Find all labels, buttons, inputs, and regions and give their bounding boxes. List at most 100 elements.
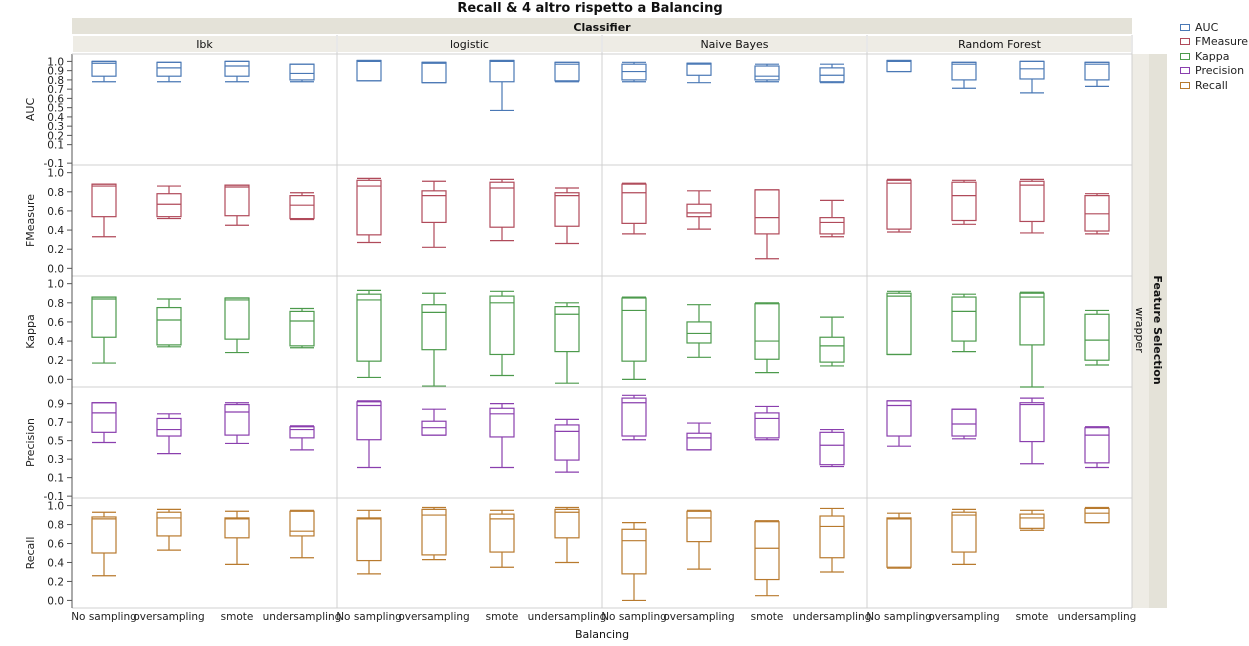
box-iqr bbox=[686, 510, 712, 543]
box-kappa-1-1 bbox=[421, 292, 447, 387]
box-iqr bbox=[91, 402, 117, 433]
box-iqr bbox=[489, 181, 515, 228]
box-precision-2-3 bbox=[819, 428, 845, 468]
legend-item-precision[interactable]: Precision bbox=[1180, 64, 1248, 79]
legend-item-recall[interactable]: Recall bbox=[1180, 78, 1248, 93]
box-kappa-2-0 bbox=[621, 296, 647, 380]
box-kappa-3-2 bbox=[1019, 291, 1045, 388]
box-kappa-0-1 bbox=[156, 298, 182, 348]
box-iqr bbox=[819, 217, 845, 235]
legend-label: AUC bbox=[1195, 20, 1219, 34]
classifier-header-bar bbox=[72, 18, 1132, 35]
box-iqr bbox=[886, 59, 912, 73]
box-iqr bbox=[754, 303, 780, 360]
box-auc-2-3 bbox=[819, 63, 845, 84]
box-precision-2-2 bbox=[754, 405, 780, 441]
legend: AUC FMeasure Kappa Precision Recall bbox=[1180, 20, 1248, 93]
y-axis-label: Recall bbox=[24, 537, 37, 570]
box-iqr bbox=[356, 59, 382, 82]
y-tick-label: 0.4 bbox=[47, 336, 64, 348]
y-tick-label: 0.4 bbox=[47, 112, 64, 124]
box-precision-3-0 bbox=[886, 400, 912, 447]
box-iqr bbox=[1019, 402, 1045, 443]
box-iqr bbox=[754, 189, 780, 235]
box-auc-0-2 bbox=[224, 60, 250, 83]
box-fmeasure-0-0 bbox=[91, 183, 117, 238]
y-tick-label: 0.1 bbox=[47, 140, 64, 152]
box-iqr bbox=[1084, 507, 1110, 524]
box-iqr bbox=[224, 60, 250, 77]
x-tick-label: undersampling bbox=[263, 611, 342, 623]
y-tick-label: 0.1 bbox=[47, 473, 64, 485]
y-axis-label: Precision bbox=[24, 418, 37, 467]
legend-label: Kappa bbox=[1195, 49, 1230, 63]
box-iqr bbox=[621, 397, 647, 437]
box-recall-1-2 bbox=[489, 509, 515, 568]
x-tick-label: smote bbox=[751, 611, 784, 623]
x-tick-label: No sampling bbox=[601, 611, 667, 623]
box-auc-0-1 bbox=[156, 61, 182, 83]
box-auc-3-0 bbox=[886, 59, 912, 73]
x-tick-label: oversampling bbox=[398, 611, 469, 623]
box-iqr bbox=[356, 401, 382, 441]
legend-item-auc[interactable]: AUC bbox=[1180, 20, 1248, 35]
box-iqr bbox=[554, 192, 580, 227]
box-fmeasure-1-2 bbox=[489, 178, 515, 242]
box-iqr bbox=[356, 179, 382, 236]
box-iqr bbox=[91, 516, 117, 554]
box-iqr bbox=[621, 183, 647, 224]
y-tick-label: 0.2 bbox=[47, 244, 64, 256]
box-recall-0-0 bbox=[91, 511, 117, 577]
box-precision-1-1 bbox=[421, 408, 447, 436]
box-auc-0-0 bbox=[91, 60, 117, 83]
box-iqr bbox=[224, 517, 250, 539]
box-iqr bbox=[421, 508, 447, 556]
legend-label: Precision bbox=[1195, 64, 1245, 78]
box-iqr bbox=[289, 63, 315, 81]
box-iqr bbox=[1084, 313, 1110, 361]
y-tick-label: 0.5 bbox=[47, 103, 64, 115]
box-iqr bbox=[1019, 292, 1045, 346]
box-recall-2-1 bbox=[686, 509, 712, 570]
box-iqr bbox=[554, 508, 580, 539]
legend-item-fmeasure[interactable]: FMeasure bbox=[1180, 35, 1248, 50]
box-iqr bbox=[621, 297, 647, 362]
y-tick-label: 0.0 bbox=[47, 374, 64, 386]
box-kappa-0-0 bbox=[91, 296, 117, 364]
legend-label: Recall bbox=[1195, 78, 1228, 92]
box-iqr bbox=[951, 181, 977, 222]
box-iqr bbox=[554, 424, 580, 461]
y-axis-label: AUC bbox=[24, 98, 37, 122]
box-kappa-1-0 bbox=[356, 289, 382, 379]
box-iqr bbox=[156, 511, 182, 537]
box-iqr bbox=[754, 65, 780, 81]
box-iqr bbox=[886, 179, 912, 230]
box-precision-0-2 bbox=[224, 402, 250, 445]
box-kappa-2-2 bbox=[754, 302, 780, 374]
box-kappa-0-3 bbox=[289, 307, 315, 349]
box-iqr bbox=[356, 517, 382, 562]
box-iqr bbox=[819, 431, 845, 466]
box-fmeasure-2-3 bbox=[819, 199, 845, 238]
box-iqr bbox=[421, 61, 447, 84]
legend-swatch bbox=[1180, 23, 1190, 31]
box-recall-3-1 bbox=[951, 508, 977, 565]
box-iqr bbox=[819, 336, 845, 363]
legend-item-kappa[interactable]: Kappa bbox=[1180, 49, 1248, 64]
x-axis-title: Balancing bbox=[575, 628, 629, 641]
classifier-label: logistic bbox=[450, 38, 489, 51]
box-iqr bbox=[1019, 513, 1045, 529]
box-fmeasure-2-2 bbox=[754, 189, 780, 260]
box-recall-0-3 bbox=[289, 509, 315, 559]
box-iqr bbox=[1019, 180, 1045, 223]
box-recall-2-2 bbox=[754, 520, 780, 597]
y-tick-label: 0.2 bbox=[47, 130, 64, 142]
y-tick-label: -0.1 bbox=[44, 158, 65, 170]
box-precision-0-3 bbox=[289, 425, 315, 451]
y-tick-label: 0.4 bbox=[47, 557, 64, 569]
y-tick-label: 0.0 bbox=[47, 595, 64, 607]
y-axis-label: FMeasure bbox=[24, 194, 37, 247]
box-iqr bbox=[421, 304, 447, 351]
box-recall-3-2 bbox=[1019, 509, 1045, 531]
y-tick-label: 0.2 bbox=[47, 355, 64, 367]
